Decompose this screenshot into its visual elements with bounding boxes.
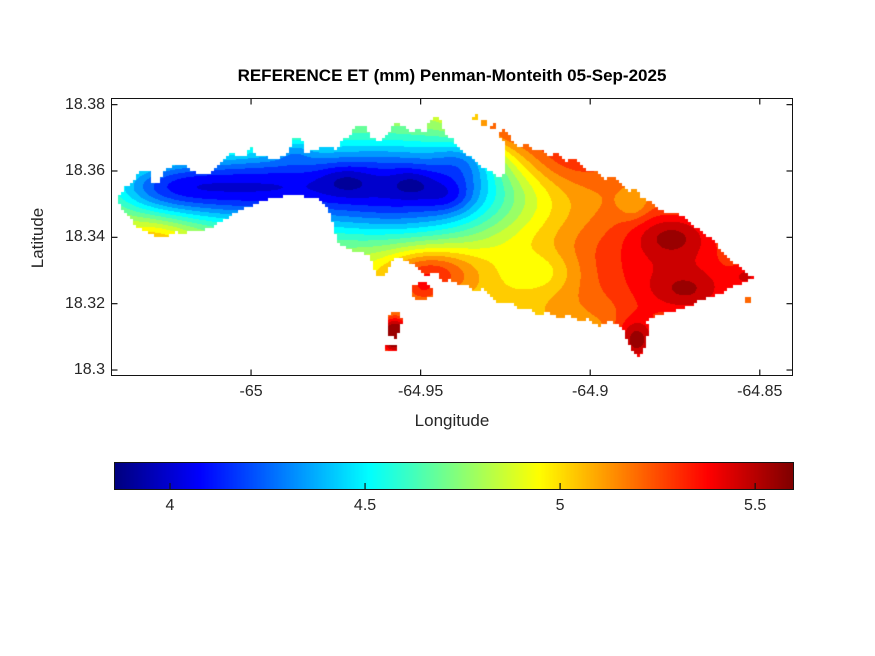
colorbar: [114, 462, 794, 490]
y-tick-label: 18.34: [64, 228, 105, 246]
y-tick-label: 18.32: [64, 294, 105, 312]
y-tick-label: 18.3: [73, 361, 105, 379]
y-tick-label: 18.36: [64, 161, 105, 179]
y-tick-label: 18.38: [64, 95, 105, 113]
x-axis-label: Longitude: [414, 411, 490, 430]
contour-map-canvas: [112, 99, 792, 375]
x-tick-label: -65: [239, 383, 263, 400]
colorbar-tick-label: 4.5: [353, 497, 377, 514]
colorbar-tick-marks: [169, 483, 756, 489]
plot-area: [111, 98, 793, 376]
axis-tick-marks: [112, 99, 792, 375]
colorbar-tick-label: 5.5: [744, 497, 767, 514]
chart-title: REFERENCE ET (mm) Penman-Monteith 05-Sep…: [237, 66, 667, 85]
colorbar-tick-label: 4: [165, 497, 175, 514]
x-tick-label: -64.9: [571, 383, 609, 400]
x-tick-label: -64.95: [397, 383, 444, 400]
colorbar-tick-label: 5: [555, 497, 565, 514]
colorbar-gradient-canvas: [115, 463, 793, 489]
x-tick-label: -64.85: [737, 383, 783, 400]
